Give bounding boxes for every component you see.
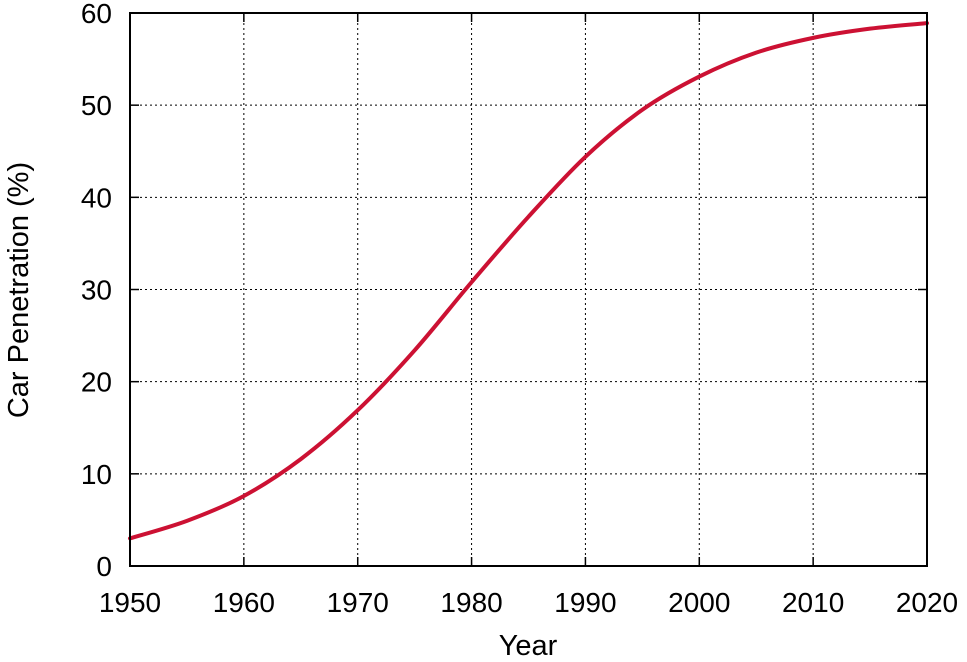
y-axis-label: Car Penetration (%) <box>3 162 35 418</box>
x-tick-label: 2010 <box>782 587 844 618</box>
series-line-0 <box>128 21 929 541</box>
axis-ticks <box>129 12 928 567</box>
x-axis-label: Year <box>499 630 558 662</box>
x-tick-label: 1990 <box>554 587 616 618</box>
y-tick-label: 10 <box>81 459 112 490</box>
x-tick-label: 2000 <box>668 587 730 618</box>
grid <box>130 13 927 566</box>
y-tick-label: 30 <box>81 275 112 306</box>
y-tick-label: 0 <box>96 551 112 582</box>
x-tick-label: 1960 <box>213 587 275 618</box>
series-group <box>128 21 929 541</box>
y-tick-label: 60 <box>81 0 112 29</box>
y-tick-label: 20 <box>81 367 112 398</box>
y-tick-label: 50 <box>81 90 112 121</box>
y-tick-label: 40 <box>81 182 112 213</box>
x-tick-label: 1970 <box>327 587 389 618</box>
plot-frame <box>129 12 928 567</box>
x-tick-label: 2020 <box>896 587 958 618</box>
tick-labels: 1950 1960 1970 1980 1990 2000 2010 2020 0 10 20 30 4… <box>81 0 958 618</box>
x-tick-label: 1950 <box>99 587 161 618</box>
x-tick-label: 1980 <box>440 587 502 618</box>
